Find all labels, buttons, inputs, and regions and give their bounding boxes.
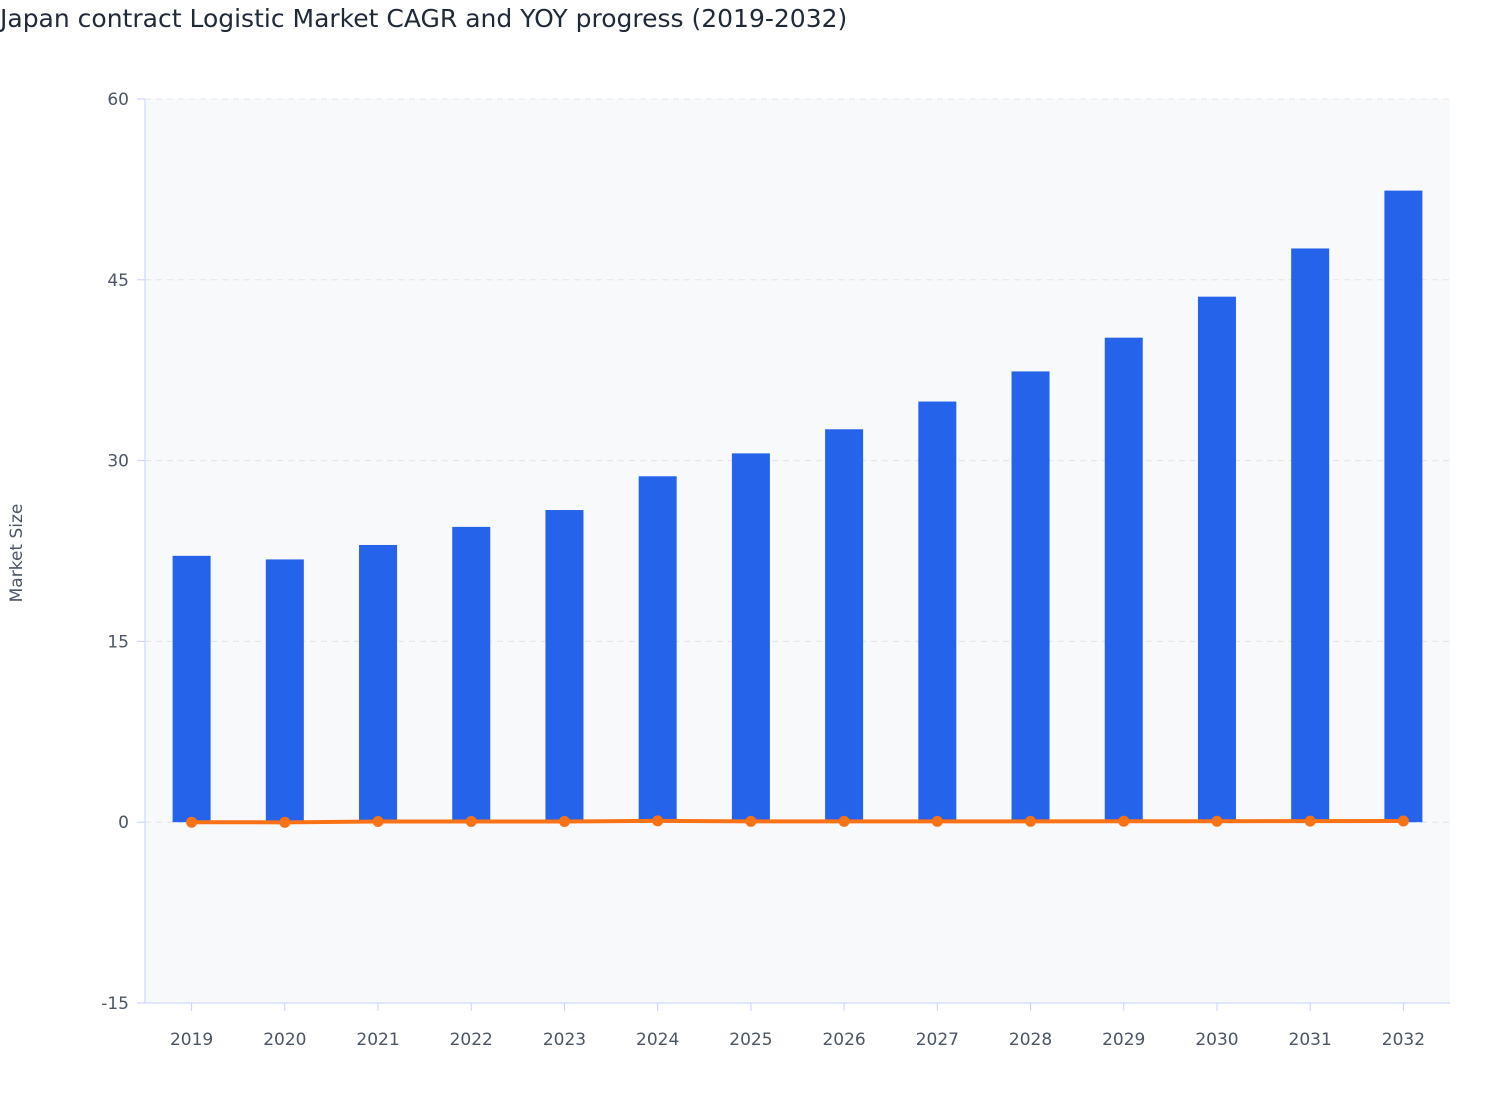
chart-title: Japan contract Logistic Market CAGR and … (0, 4, 848, 33)
yoy-point (558, 815, 570, 827)
y-tick-label: 45 (107, 271, 129, 291)
y-tick-label: 0 (118, 813, 129, 833)
bar (265, 559, 304, 823)
bar (825, 429, 864, 823)
bar (1197, 296, 1236, 823)
bar (918, 401, 957, 823)
bar (1104, 337, 1143, 823)
bar (1011, 371, 1050, 823)
y-axis-label: Market Size (7, 504, 27, 603)
x-tick-label: 2024 (636, 1030, 679, 1050)
yoy-point (1304, 815, 1316, 827)
yoy-point (1397, 815, 1409, 827)
x-tick-label: 2025 (729, 1030, 772, 1050)
bar (172, 555, 211, 823)
x-tick-label: 2026 (822, 1030, 865, 1050)
yoy-point (1118, 815, 1130, 827)
x-tick-label: 2028 (1009, 1030, 1052, 1050)
y-tick-label: 60 (107, 90, 129, 110)
x-tick-label: 2029 (1102, 1030, 1145, 1050)
bar (545, 510, 584, 823)
x-tick-label: 2032 (1382, 1030, 1425, 1050)
x-tick-label: 2022 (450, 1030, 493, 1050)
yoy-point (652, 815, 664, 827)
x-tick-label: 2027 (916, 1030, 959, 1050)
x-tick-label: 2019 (170, 1030, 213, 1050)
yoy-line (191, 818, 1404, 825)
bar (731, 453, 770, 823)
yoy-point (186, 816, 198, 828)
bar (638, 476, 677, 823)
yoy-point (1025, 815, 1037, 827)
yoy-point (465, 815, 477, 827)
y-tick-label: 30 (107, 452, 129, 472)
yoy-point (931, 815, 943, 827)
yoy-point (372, 815, 384, 827)
bar (1384, 190, 1423, 823)
x-tick-label: 2021 (356, 1030, 399, 1050)
yoy-point (745, 815, 757, 827)
yoy-point (1211, 815, 1223, 827)
plot-area (145, 99, 1450, 1003)
bar (1291, 248, 1330, 823)
yoy-point (838, 815, 850, 827)
bar (452, 526, 491, 823)
x-tick-label: 2031 (1289, 1030, 1332, 1050)
x-tick-label: 2020 (263, 1030, 306, 1050)
x-tick-label: 2023 (543, 1030, 586, 1050)
yoy-point (279, 816, 291, 828)
y-tick-label: 15 (107, 632, 129, 652)
bar (359, 544, 398, 823)
x-tick-label: 2030 (1195, 1030, 1238, 1050)
y-tick-label: -15 (101, 994, 129, 1014)
